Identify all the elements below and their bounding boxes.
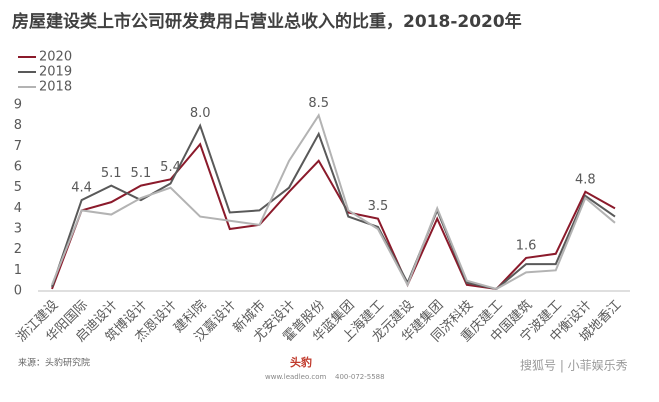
y-tick-label: 1	[14, 263, 22, 278]
legend-label: 2018	[39, 80, 72, 95]
y-tick-label: 0	[14, 284, 22, 299]
y-tick-label: 9	[14, 98, 22, 113]
series-line	[51, 123, 616, 291]
website: www.leadleo.com	[265, 373, 327, 381]
series-line	[51, 142, 616, 290]
value-label: 3.5	[368, 199, 389, 214]
value-label: 5.1	[101, 166, 122, 181]
legend-label: 2020	[39, 50, 72, 65]
value-label: 4.4	[71, 181, 92, 196]
y-tick-label: 6	[14, 160, 22, 175]
y-tick-label: 8	[14, 118, 22, 133]
chart-title: 房屋建设类上市公司研发费用占营业总收入的比重，2018-2020年	[12, 11, 522, 32]
phone: 400-072-5588	[335, 373, 385, 381]
series-line	[51, 113, 616, 291]
legend-label: 2019	[39, 65, 72, 80]
y-tick-label: 3	[14, 222, 22, 237]
value-label: 8.5	[308, 96, 329, 111]
source: 来源：头豹研究院	[18, 357, 90, 369]
y-tick-label: 2	[14, 242, 22, 257]
value-label: 5.4	[160, 160, 181, 175]
value-label: 4.8	[575, 172, 596, 187]
value-label: 8.0	[190, 106, 211, 121]
brand: 头豹	[290, 355, 312, 369]
value-label: 5.1	[131, 166, 152, 181]
y-tick-label: 5	[14, 180, 22, 195]
y-tick-label: 4	[14, 201, 22, 216]
y-tick-label: 7	[14, 139, 22, 154]
watermark: 搜狐号 | 小菲娱乐秀	[520, 358, 628, 373]
value-label: 1.6	[516, 238, 537, 253]
